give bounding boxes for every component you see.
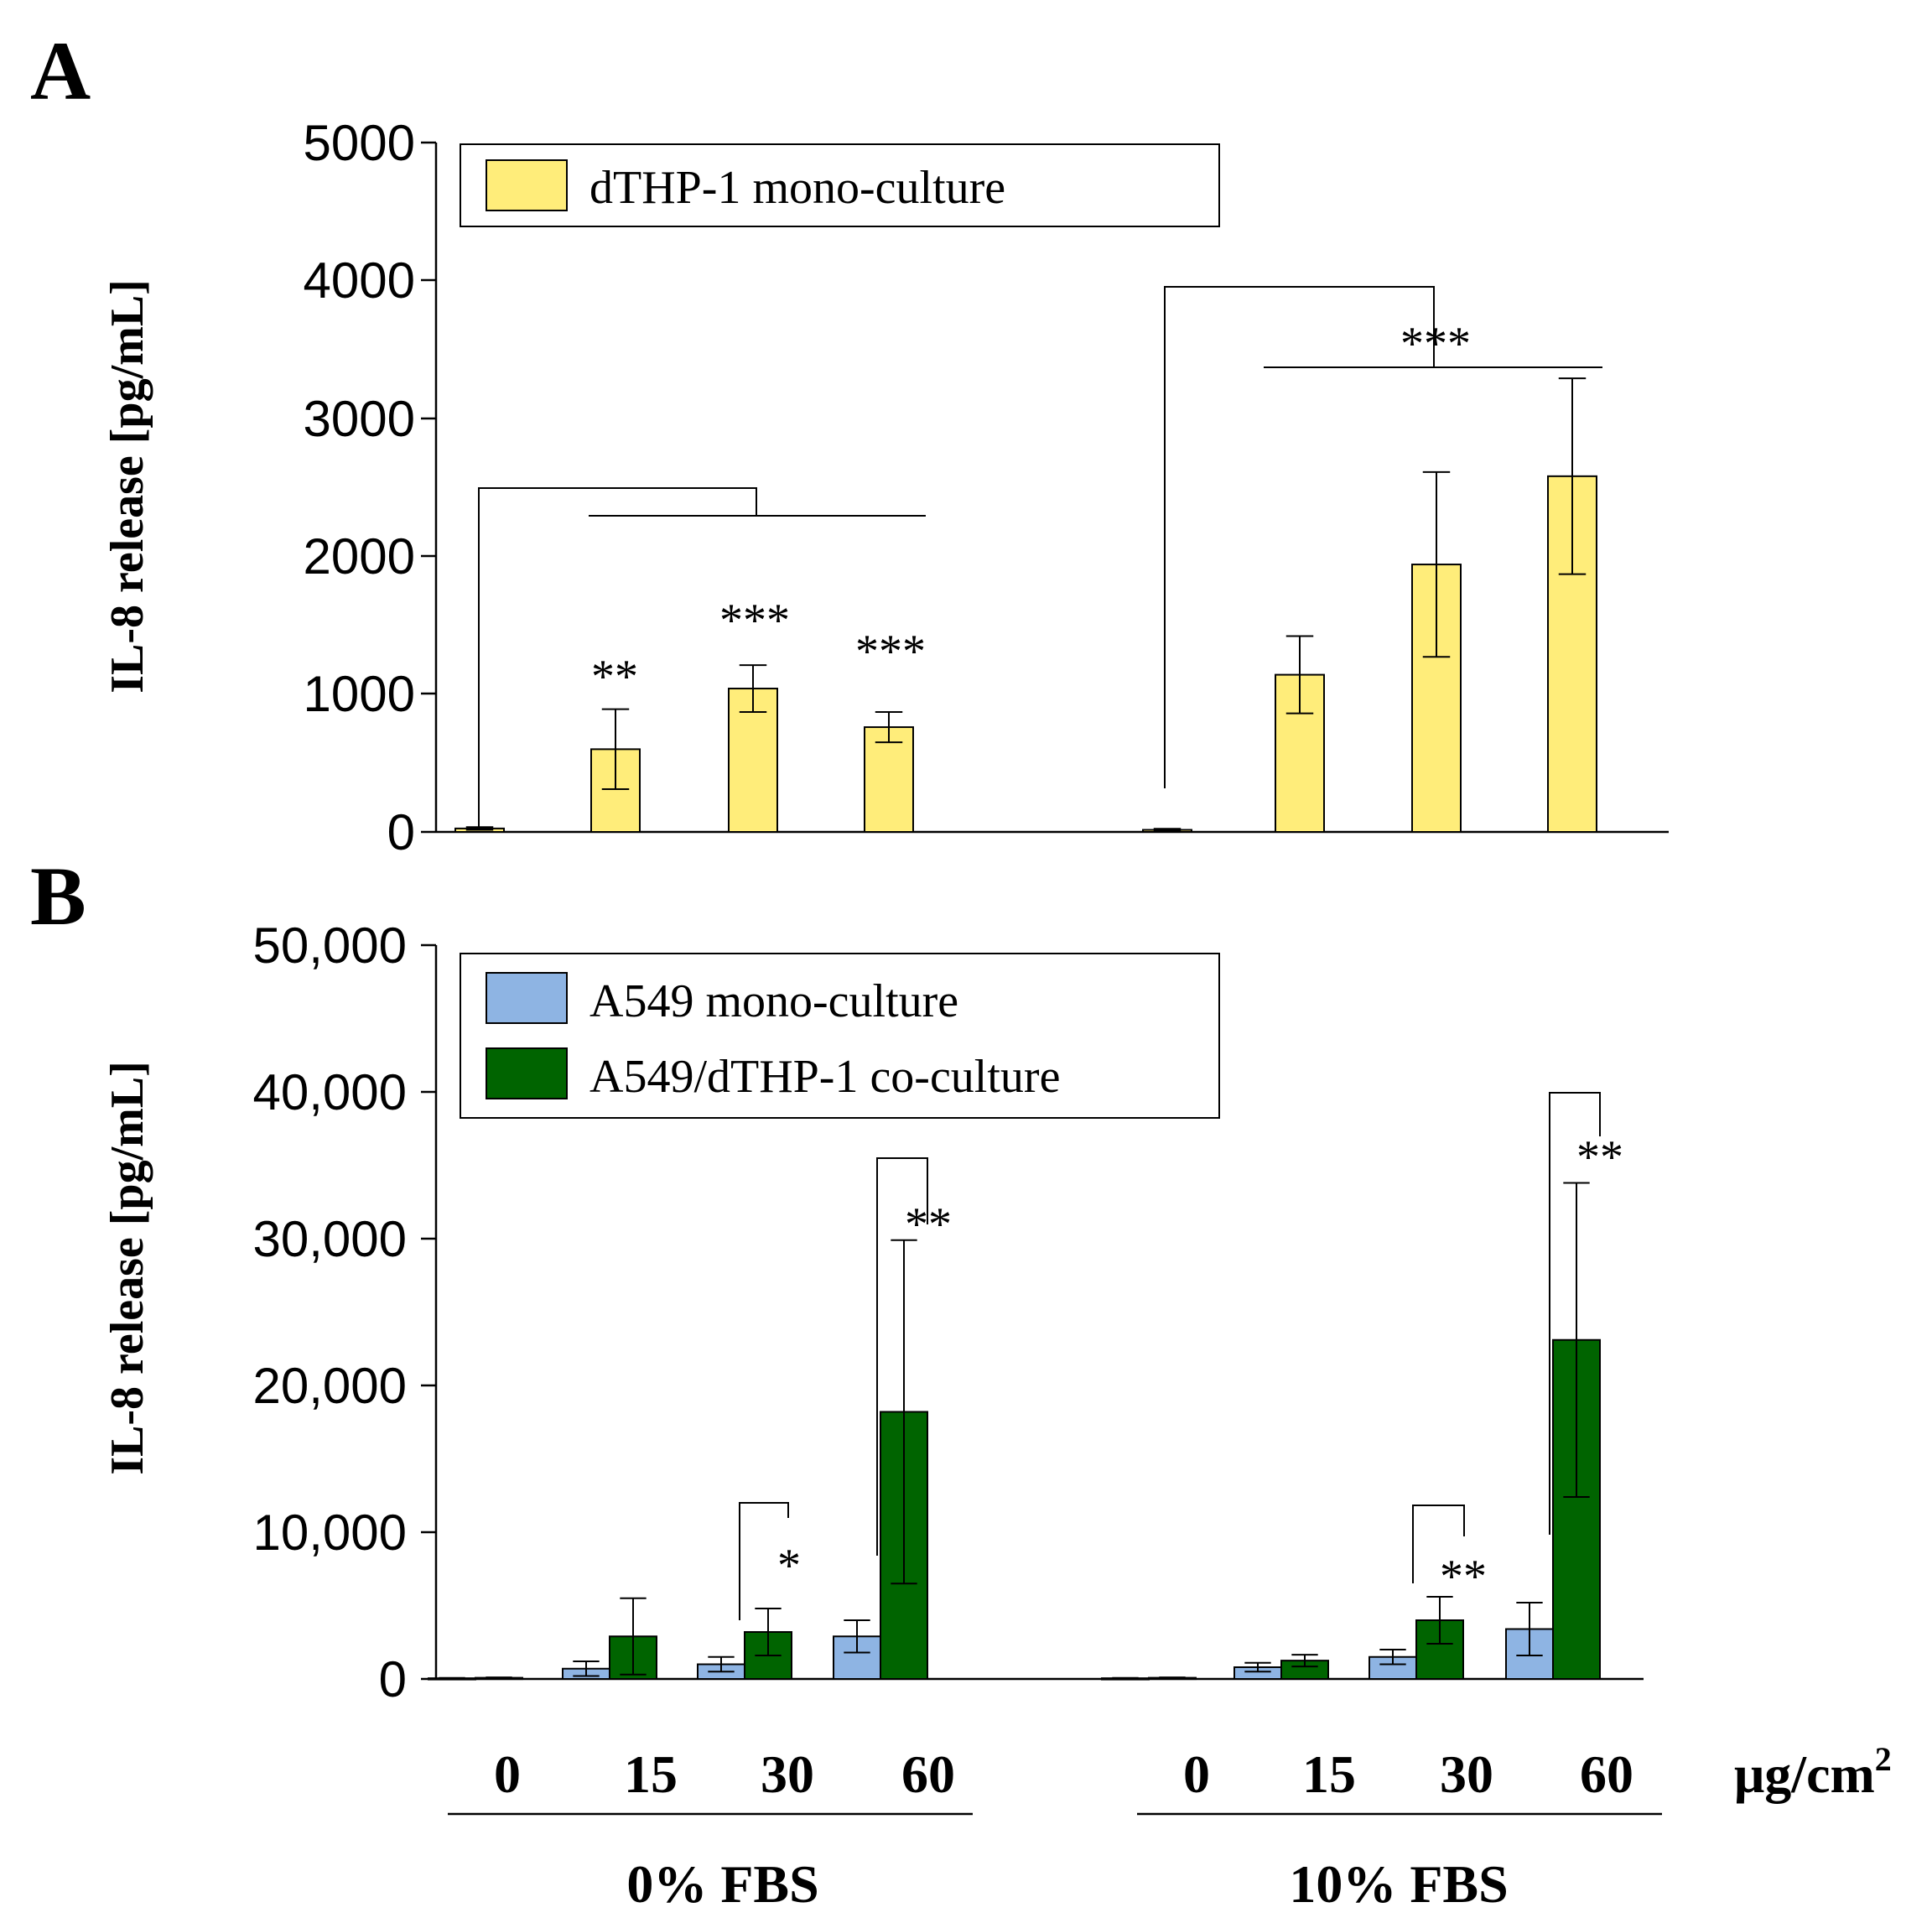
- x-label-0fbs-15: 15: [624, 1744, 678, 1804]
- x-label-0fbs-30: 30: [761, 1744, 814, 1804]
- axes-a: [434, 143, 1669, 834]
- x-unit-text: μg/cm: [1734, 1744, 1875, 1804]
- legend-b-label-mono: A549 mono-culture: [589, 975, 958, 1027]
- y-tick-label: 3000: [304, 391, 415, 447]
- legend-a-label-mono: dTHP-1 mono-culture: [589, 162, 1005, 214]
- bracket-b-10fbs-60: [1549, 1092, 1601, 1535]
- legend-a: dTHP-1 mono-culture: [460, 143, 1220, 227]
- sig-star-b-10fbs-60: **: [1576, 1131, 1623, 1183]
- significance-brackets-a: [478, 286, 1602, 829]
- legend-a-frame: [460, 143, 1220, 227]
- sig-star-a-0fbs-60: ***: [855, 626, 926, 678]
- legend-b-swatch-mono: [486, 972, 568, 1024]
- sig-star-b-0fbs-60: **: [905, 1198, 952, 1250]
- y-tick-label: 20,000: [252, 1358, 407, 1414]
- bar-a-0fbs-60: [864, 726, 914, 834]
- bracket-a-0fbs: [478, 487, 757, 829]
- legend-a-swatch-mono: [486, 159, 568, 211]
- y-tick-label: 4000: [304, 252, 415, 309]
- y-ticks-a: [421, 141, 436, 834]
- x-unit-superscript: 2: [1875, 1740, 1892, 1778]
- y-tick-labels-a: 0 1000 2000 3000 4000 5000: [304, 115, 415, 860]
- y-tick-label: 30,000: [252, 1211, 407, 1267]
- legend-b: A549 mono-culture A549/dTHP-1 co-culture: [460, 953, 1220, 1119]
- sig-star-a-0fbs-15: **: [591, 651, 638, 703]
- x-label-10fbs-60: 60: [1580, 1744, 1633, 1804]
- legend-b-label-co: A549/dTHP-1 co-culture: [589, 1051, 1060, 1103]
- bars-panel-a: [454, 377, 1597, 834]
- significance-brackets-b: [739, 1092, 1601, 1620]
- bracket-a-10fbs: [1164, 286, 1435, 788]
- sig-star-a-0fbs-30: ***: [719, 595, 790, 647]
- x-category-labels: 0 15 30 60 0 15 30 60 μg/cm2: [494, 1740, 1892, 1804]
- sig-star-b-0fbs-30: *: [777, 1540, 801, 1592]
- x-label-0fbs-0: 0: [494, 1744, 521, 1804]
- significance-stars-b: * ** ** **: [777, 1131, 1623, 1603]
- legend-b-swatch-co: [486, 1047, 568, 1099]
- x-label-10fbs-0: 0: [1183, 1744, 1210, 1804]
- x-label-10fbs-15: 15: [1302, 1744, 1356, 1804]
- x-unit-label: μg/cm2: [1734, 1740, 1892, 1804]
- group-label-0fbs: 0% FBS: [626, 1854, 818, 1914]
- bracket-b-0fbs-30: [739, 1502, 789, 1620]
- panel-label-b: B: [30, 850, 86, 943]
- y-tick-label: 50,000: [252, 917, 407, 974]
- group-label-10fbs: 10% FBS: [1289, 1854, 1508, 1914]
- x-label-0fbs-60: 60: [901, 1744, 955, 1804]
- y-tick-label: 2000: [304, 528, 415, 585]
- sig-star-a-10fbs: ***: [1400, 318, 1471, 370]
- bracket-b-10fbs-30: [1412, 1505, 1465, 1583]
- y-tick-label: 1000: [304, 666, 415, 722]
- sig-star-b-10fbs-30: **: [1440, 1551, 1487, 1603]
- legend-b-frame: [460, 953, 1220, 1119]
- y-ticks-b: [421, 943, 436, 1681]
- y-tick-label: 10,000: [252, 1505, 407, 1561]
- y-axis-label-a: IL-8 release [pg/mL]: [101, 279, 153, 694]
- y-tick-label: 0: [379, 1651, 407, 1707]
- bracket-b-0fbs-60: [876, 1157, 928, 1556]
- panel-label-a: A: [30, 24, 91, 117]
- x-label-10fbs-30: 30: [1440, 1744, 1493, 1804]
- y-tick-label: 40,000: [252, 1064, 407, 1120]
- y-tick-labels-b: 0 10,000 20,000 30,000 40,000 50,000: [252, 917, 407, 1707]
- y-axis-label-b: IL-8 release [pg/mL]: [101, 1061, 153, 1475]
- significance-stars-a: ** *** *** ***: [591, 318, 1471, 703]
- y-tick-label: 0: [387, 804, 415, 860]
- bars-panel-b: [428, 1182, 1601, 1681]
- y-tick-label: 5000: [304, 115, 415, 171]
